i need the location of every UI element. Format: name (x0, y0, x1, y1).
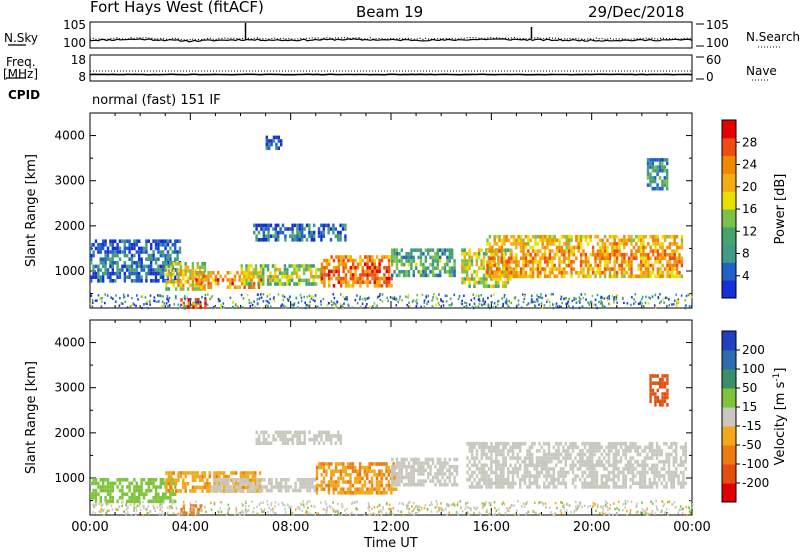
velocity-panel-xtick-label: 04:00 (172, 520, 209, 535)
power-colorbar-tick-label: 24 (742, 158, 757, 172)
velocity-colorbar-tick-label: -100 (742, 457, 769, 471)
velocity-colorbar-swatch (722, 407, 736, 427)
noise-series-1 (89, 36, 693, 41)
power-echo-region (90, 239, 182, 283)
power-colorbar-swatch (722, 191, 736, 210)
power-colorbar-tick-label: 20 (742, 180, 757, 194)
power-colorbar-swatch (722, 137, 736, 157)
freq-unit-label: [MHz] (3, 67, 39, 81)
power-echo-region (391, 248, 456, 278)
noise-panel-frame (89, 21, 693, 49)
velocity-echo-region (210, 478, 316, 493)
power-echo-region (646, 158, 669, 191)
velocity-colorbar-tick-label: 200 (742, 343, 765, 357)
power-colorbar-swatch (722, 120, 736, 139)
velocity-echo-region (255, 430, 342, 445)
noise-right-ytick-label: 105 (706, 18, 729, 32)
cpid-label: CPID (8, 88, 41, 102)
station-title: Fort Hays West (fitACF) (90, 0, 264, 16)
velocity-panel-xtick-label: 08:00 (272, 520, 309, 535)
power-colorbar-tick-label: 4 (742, 269, 750, 283)
velocity-colorbar-swatch (722, 350, 736, 370)
power-colorbar-swatch (722, 280, 736, 299)
power-panel-ytick-label: 3000 (54, 174, 85, 188)
velocity-colorbar-swatch (722, 369, 736, 389)
power-echo-region (195, 271, 263, 289)
power-echo-region (265, 135, 283, 150)
velocity-ground-scatter (92, 500, 694, 517)
noise-ytick-label: 105 (63, 18, 86, 32)
beam-label: Beam 19 (356, 3, 424, 21)
power-panel-ytick-label: 1000 (54, 264, 85, 278)
power-colorbar-swatch (722, 244, 736, 263)
freq-ytick-label: 18 (71, 53, 86, 67)
velocity-panel-ytick-label: 2000 (54, 426, 85, 440)
velocity-panel-xlabel: Time UT (363, 536, 417, 551)
velocity-colorbar-swatch (722, 445, 736, 465)
velocity-colorbar-label: Velocity [m s-1] (772, 368, 788, 466)
velocity-colorbar-tick-label: -50 (742, 438, 762, 452)
power-ground-scatter (90, 293, 693, 310)
velocity-panel-xtick-label: 00:00 (673, 520, 710, 535)
velocity-colorbar-swatch (722, 483, 736, 503)
power-colorbar-swatch (722, 209, 736, 228)
velocity-colorbar-swatch (722, 331, 736, 351)
velocity-colorbar-tick-label: -15 (742, 419, 762, 433)
nave-ytick-label: 60 (706, 53, 721, 67)
power-colorbar-tick-label: 12 (742, 224, 757, 238)
power-echo-region (253, 223, 347, 242)
velocity-echo-region (90, 478, 177, 504)
power-colorbar-label: Power [dB] (773, 174, 788, 245)
freq-panel-frame (89, 54, 693, 82)
power-colorbar-swatch (722, 155, 736, 174)
velocity-panel-xtick-label: 16:00 (473, 520, 510, 535)
velocity-colorbar-swatch (722, 464, 736, 484)
date-label: 29/Dec/2018 (588, 3, 685, 21)
power-echo-region (240, 264, 323, 286)
velocity-echo-region (466, 441, 687, 489)
power-colorbar-tick-label: 28 (742, 135, 757, 149)
power-panel-ylabel: Slant Range [km] (24, 154, 39, 267)
velocity-colorbar-tick-label: -200 (742, 476, 769, 490)
velocity-panel-xtick-label: 12:00 (372, 520, 409, 535)
velocity-colorbar-frame (721, 330, 737, 503)
power-echo-region (486, 234, 684, 279)
power-colorbar-swatch (722, 262, 736, 281)
power-colorbar-tick-label: 16 (742, 202, 757, 216)
power-panel-ytick-label: 2000 (54, 219, 85, 233)
power-panel-ytick-label: 4000 (54, 129, 85, 143)
noise-series-0 (89, 38, 693, 43)
power-colorbar-swatch (722, 226, 736, 246)
velocity-echo-region (649, 374, 669, 407)
nave-label: Nave (746, 64, 777, 78)
freq-ytick-label: 8 (78, 70, 86, 84)
freq-label: Freq. (6, 55, 36, 69)
noise-ytick-label: 100 (63, 36, 86, 50)
velocity-colorbar-swatch (722, 426, 736, 446)
power-echo-region (320, 255, 393, 288)
velocity-colorbar-tick-label: 15 (742, 400, 757, 414)
velocity-echo-region (315, 462, 398, 495)
velocity-colorbar-tick-label: 100 (742, 362, 765, 376)
velocity-panel-ylabel: Slant Range [km] (24, 361, 39, 474)
velocity-panel-ytick-label: 3000 (54, 381, 85, 395)
nave-ytick-label: 0 (706, 70, 714, 84)
velocity-colorbar-swatch (722, 388, 736, 408)
velocity-panel-ytick-label: 4000 (54, 336, 85, 350)
velocity-echo-region (391, 457, 459, 487)
nsky-label: N.Sky (4, 31, 39, 45)
velocity-panel-xtick-label: 20:00 (573, 520, 610, 535)
power-colorbar-tick-label: 8 (742, 247, 750, 261)
noise-right-ytick-label: 100 (706, 36, 729, 50)
power-colorbar-swatch (722, 173, 736, 192)
velocity-colorbar-tick-label: 50 (742, 381, 757, 395)
velocity-panel-ytick-label: 1000 (54, 471, 85, 485)
velocity-panel-xtick-label: 00:00 (71, 520, 108, 535)
cpid-text: normal (fast) 151 IF (92, 93, 221, 108)
nsearch-label: N.Search (746, 30, 800, 44)
